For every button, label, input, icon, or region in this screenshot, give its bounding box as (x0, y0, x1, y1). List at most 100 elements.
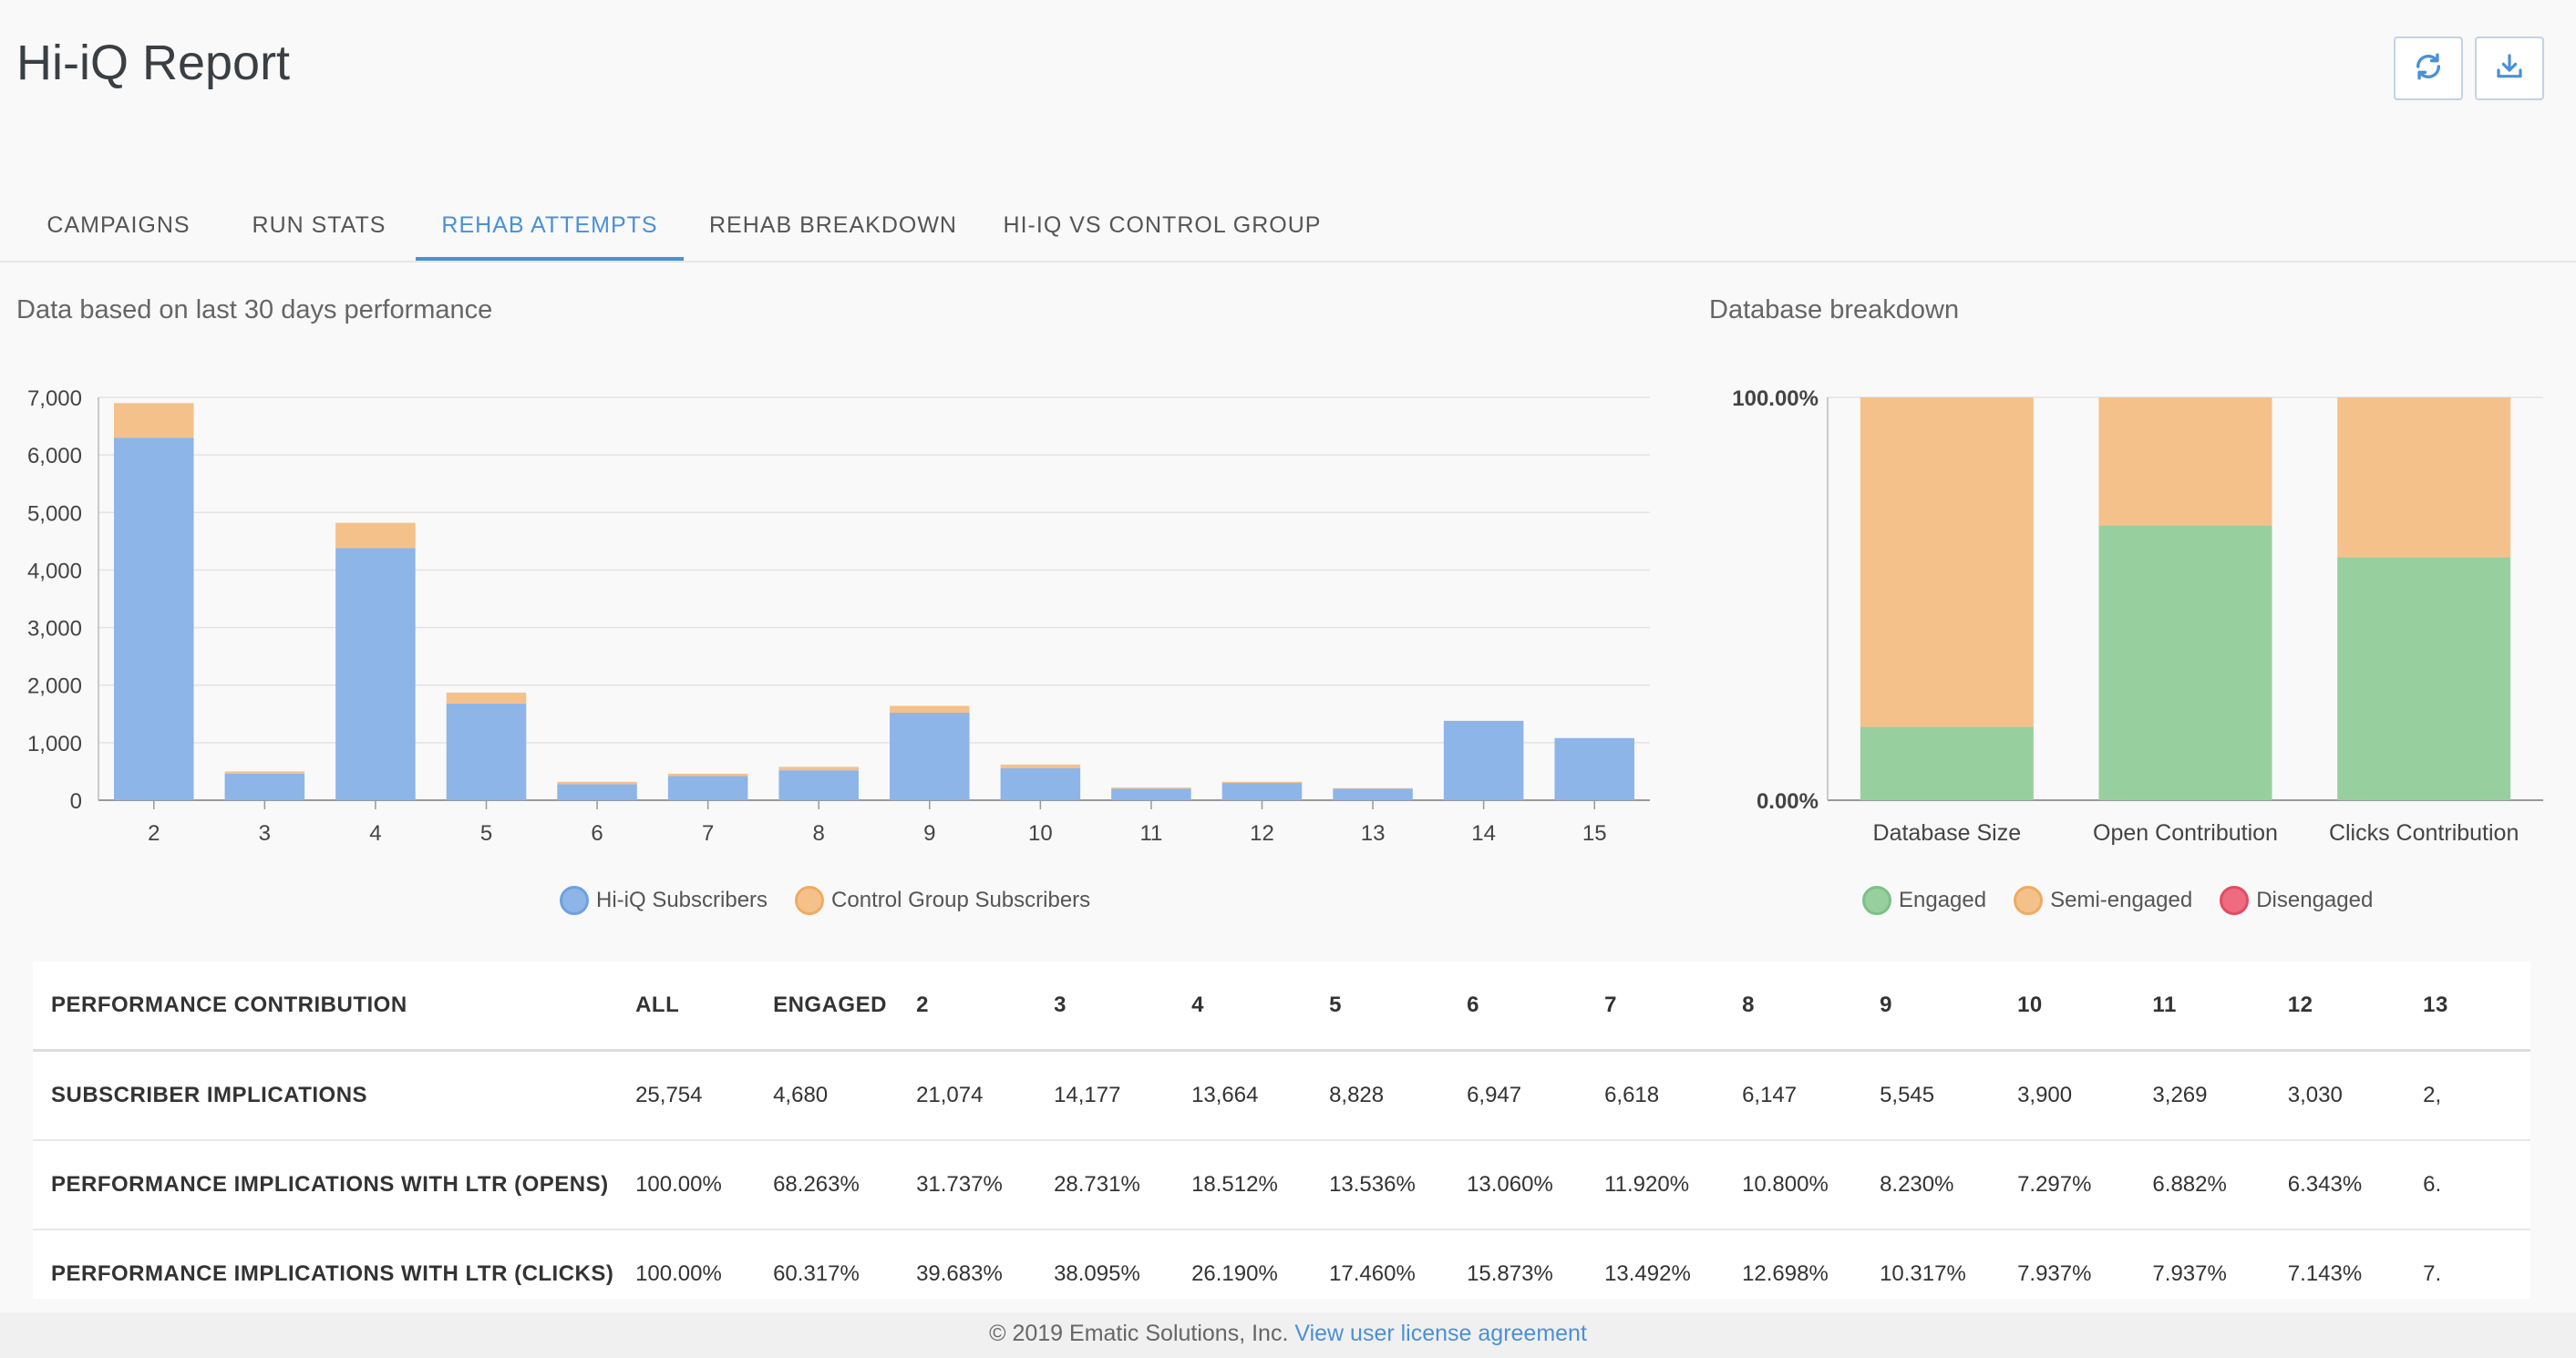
col-header: 5 (1311, 962, 1449, 1052)
tab-run-stats[interactable]: RUN STATS (252, 212, 386, 238)
table-cell: 2, (2405, 1050, 2530, 1141)
y-tick-label: 1,000 (27, 732, 82, 756)
bar-hiiq (1111, 788, 1191, 800)
col-header: 9 (1861, 962, 2000, 1052)
legend-item-engaged[interactable]: Engaged (1862, 886, 1986, 915)
table-cell: 7. (2405, 1229, 2530, 1299)
bar-control (1000, 764, 1081, 768)
table-cell: 6,947 (1448, 1050, 1587, 1141)
bar-control (778, 766, 859, 771)
col-header: 12 (2269, 962, 2406, 1052)
x-tick-label: 3 (259, 821, 271, 846)
table-cell: 13.536% (1311, 1140, 1449, 1230)
table-cell: 28.731% (1036, 1140, 1174, 1230)
table-cell: 4,680 (755, 1050, 899, 1141)
bar-hiiq (1333, 788, 1413, 800)
x-tick-label: 13 (1361, 821, 1386, 846)
legend-item-hiiq[interactable]: Hi-iQ Subscribers (560, 886, 768, 915)
y-tick-label: 3,000 (27, 617, 82, 642)
table-cell: 3,900 (1999, 1050, 2135, 1141)
legend-swatch-disengaged (2220, 886, 2250, 915)
refresh-button[interactable] (2394, 36, 2463, 100)
y-tick-label: 6,000 (27, 444, 82, 468)
bar-chart-legend: Hi-iQ Subscribers Control Group Subscrib… (560, 886, 1118, 915)
bar-control (890, 705, 970, 714)
table-cell: 100.00% (617, 1140, 756, 1230)
col-header: PERFORMANCE CONTRIBUTION (33, 962, 618, 1052)
rehab-attempts-bar-chart: 7,000 6,000 5,000 4,000 3,000 2,000 1,000 0 2 3 4 5… (27, 386, 1650, 846)
bar-hiiq (1554, 737, 1634, 800)
row-label: SUBSCRIBER IMPLICATIONS (33, 1050, 618, 1141)
bar-hiiq (1443, 720, 1524, 800)
download-button[interactable] (2475, 36, 2544, 100)
table-cell: 100.00% (617, 1229, 756, 1299)
row-label: PERFORMANCE IMPLICATIONS WITH LTR (CLICK… (33, 1229, 618, 1299)
bar-control (335, 522, 416, 549)
y-tick-label: 5,000 (27, 501, 82, 526)
x-tick-label: 8 (813, 821, 825, 846)
bar-hiiq (1000, 767, 1081, 800)
bar-hiiq (224, 773, 305, 800)
bar-control (557, 781, 637, 785)
col-header: 3 (1036, 962, 1174, 1052)
table-cell: 13,664 (1173, 1050, 1312, 1141)
table-cell: 17.460% (1311, 1229, 1449, 1299)
table-cell: 14,177 (1036, 1050, 1174, 1141)
tab-bar: CAMPAIGNS RUN STATS REHAB ATTEMPTS REHAB… (0, 191, 2576, 262)
y-tick-label: 7,000 (27, 386, 82, 411)
x-tick-label: 10 (1028, 821, 1053, 846)
col-header: 2 (898, 962, 1036, 1052)
table-cell: 60.317% (755, 1229, 899, 1299)
table-cell: 25,754 (617, 1050, 756, 1141)
table-cell: 6,147 (1724, 1050, 1862, 1141)
table-cell: 13.060% (1448, 1140, 1587, 1230)
col-header: 11 (2134, 962, 2270, 1052)
performance-table-container[interactable]: PERFORMANCE CONTRIBUTION ALL ENGAGED 2 3… (33, 962, 2530, 1299)
table-cell: 11.920% (1586, 1140, 1725, 1230)
bar-semi-engaged (1860, 397, 2034, 727)
legend-label-disengaged: Disengaged (2256, 888, 2374, 912)
bar-hiiq (335, 548, 416, 800)
bar-control (1111, 787, 1191, 789)
bar-hiiq (778, 770, 859, 800)
legend-item-disengaged[interactable]: Disengaged (2220, 886, 2373, 915)
x-tick-label: 4 (369, 821, 381, 846)
bar-control (114, 403, 194, 438)
tab-campaigns[interactable]: CAMPAIGNS (46, 212, 191, 238)
page-title: Hi-iQ Report (16, 36, 291, 90)
tab-rehab-breakdown[interactable]: REHAB BREAKDOWN (709, 212, 957, 238)
col-header: 7 (1586, 962, 1725, 1052)
table-cell: 6. (2405, 1140, 2530, 1230)
performance-section-label: Data based on last 30 days performance (16, 295, 493, 324)
y-tick-label: 2,000 (27, 674, 82, 699)
table-cell: 8,828 (1311, 1050, 1449, 1141)
footer-copyright: © 2019 Ematic Solutions, Inc. (989, 1321, 1289, 1346)
table-cell: 13.492% (1586, 1229, 1725, 1299)
legend-label-engaged: Engaged (1899, 888, 1987, 912)
tab-rehab-attempts[interactable]: REHAB ATTEMPTS (416, 191, 684, 261)
legend-item-semi-engaged[interactable]: Semi-engaged (2014, 886, 2192, 915)
table-cell: 5,545 (1861, 1050, 2000, 1141)
table-cell: 3,030 (2269, 1050, 2406, 1141)
tab-hiiq-vs-control[interactable]: HI-IQ VS CONTROL GROUP (1003, 212, 1322, 238)
legend-item-control[interactable]: Control Group Subscribers (795, 886, 1090, 915)
bar-engaged (2337, 557, 2511, 800)
table-cell: 68.263% (755, 1140, 899, 1230)
bar-engaged (2098, 525, 2272, 800)
bar-control (1333, 787, 1413, 789)
table-cell: 7.937% (1999, 1229, 2135, 1299)
table-cell: 6,618 (1586, 1050, 1725, 1141)
table-cell: 7.297% (1999, 1140, 2135, 1230)
bar-control (224, 771, 305, 774)
bar-hiiq (1221, 783, 1303, 800)
table-cell: 8.230% (1861, 1140, 2000, 1230)
db-chart-legend: Engaged Semi-engaged Disengaged (1862, 886, 2400, 915)
col-header: ALL (617, 962, 756, 1052)
bar-hiiq (446, 703, 527, 800)
bar-control (446, 692, 527, 704)
col-header: 4 (1173, 962, 1312, 1052)
x-tick-label: 2 (148, 821, 160, 846)
license-agreement-link[interactable]: View user license agreement (1294, 1321, 1587, 1346)
x-tick-label: 9 (923, 821, 935, 846)
col-header: ENGAGED (755, 962, 899, 1052)
